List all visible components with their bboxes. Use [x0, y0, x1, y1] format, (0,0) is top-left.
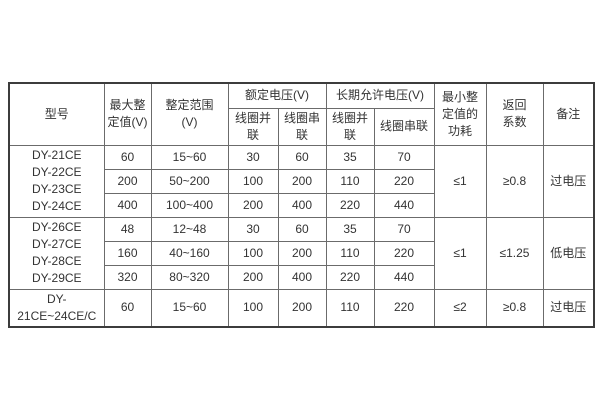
value-cell: 220: [373, 240, 435, 266]
subheader-rated-coil-series: 线圈串联: [277, 107, 327, 146]
table-header: 型号 最大整 定值(V) 整定范围 (V) 额定电压(V) 长期允许电压(V) …: [8, 82, 595, 146]
value-cell: 70: [373, 216, 435, 242]
value-cell: 60: [277, 144, 327, 170]
value-cell: 48: [103, 216, 152, 242]
value-cell: 200: [277, 288, 327, 327]
value-cell: 60: [103, 288, 152, 327]
value-cell: 40~160: [150, 240, 229, 266]
value-cell: 50~200: [150, 168, 229, 194]
table-row: 160 40~160 100 200 110 220: [9, 240, 594, 266]
value-cell: 110: [325, 168, 375, 194]
return-coeff-cell-group2: ≤1.25: [485, 216, 544, 290]
table-row: DY-26CE DY-27CE DY-28CE DY-29CE 48 12~48…: [8, 216, 595, 290]
power-cell-group3: ≤2: [433, 288, 487, 327]
value-cell: 35: [325, 216, 375, 242]
relay-spec-table: 型号 最大整 定值(V) 整定范围 (V) 额定电压(V) 长期允许电压(V) …: [8, 82, 595, 328]
subheader-longterm-coil-series: 线圈串联: [373, 107, 435, 146]
value-cell: 320: [103, 264, 152, 290]
relay-spec-table-container: 型号 最大整 定值(V) 整定范围 (V) 额定电压(V) 长期允许电压(V) …: [8, 82, 595, 328]
value-cell: 220: [325, 264, 375, 290]
header-model: 型号: [8, 82, 105, 146]
value-cell: 440: [373, 192, 435, 218]
table-row: DY-21CE~24CE/C 60 15~60 100 200 110 220 …: [8, 288, 595, 327]
table-row: 200 50~200 100 200 110 220: [9, 168, 594, 194]
value-cell: 440: [373, 264, 435, 290]
value-cell: 100: [227, 288, 279, 327]
remark-cell-group1: 过电压: [542, 144, 595, 218]
table-row: 320 80~320 200 400 220 440: [9, 264, 594, 290]
power-cell-group1: ≤1: [433, 144, 487, 218]
return-coeff-cell-group3: ≥0.8: [485, 288, 544, 327]
header-setting-range: 整定范围 (V): [150, 82, 229, 146]
header-remark: 备注: [542, 82, 595, 146]
table-body: DY-21CE DY-22CE DY-23CE DY-24CE 60 15~60…: [8, 144, 595, 327]
value-cell: 80~320: [150, 264, 229, 290]
model-cell-group1: DY-21CE DY-22CE DY-23CE DY-24CE: [8, 144, 105, 218]
value-cell: 70: [373, 144, 435, 170]
value-cell: 160: [103, 240, 152, 266]
header-rated-voltage: 额定电压(V): [227, 82, 327, 109]
value-cell: 400: [103, 192, 152, 218]
model-cell-group3: DY-21CE~24CE/C: [8, 288, 105, 327]
value-cell: 30: [227, 144, 279, 170]
value-cell: 100~400: [150, 192, 229, 218]
value-cell: 200: [103, 168, 152, 194]
value-cell: 200: [277, 168, 327, 194]
value-cell: 200: [277, 240, 327, 266]
value-cell: 30: [227, 216, 279, 242]
remark-cell-group2: 低电压: [542, 216, 595, 290]
value-cell: 220: [325, 192, 375, 218]
value-cell: 400: [277, 192, 327, 218]
value-cell: 200: [227, 264, 279, 290]
subheader-rated-coil-parallel: 线圈并联: [227, 107, 279, 146]
value-cell: 110: [325, 240, 375, 266]
value-cell: 15~60: [150, 288, 229, 327]
value-cell: 100: [227, 168, 279, 194]
value-cell: 110: [325, 288, 375, 327]
value-cell: 220: [373, 168, 435, 194]
remark-cell-group3: 过电压: [542, 288, 595, 327]
power-cell-group2: ≤1: [433, 216, 487, 290]
table-row: 400 100~400 200 400 220 440: [9, 192, 594, 218]
model-cell-group2: DY-26CE DY-27CE DY-28CE DY-29CE: [8, 216, 105, 290]
value-cell: 400: [277, 264, 327, 290]
value-cell: 220: [373, 288, 435, 327]
value-cell: 60: [277, 216, 327, 242]
subheader-longterm-coil-parallel: 线圈并联: [325, 107, 375, 146]
header-longterm-voltage: 长期允许电压(V): [325, 82, 435, 109]
value-cell: 100: [227, 240, 279, 266]
value-cell: 200: [227, 192, 279, 218]
value-cell: 35: [325, 144, 375, 170]
table-row: DY-21CE DY-22CE DY-23CE DY-24CE 60 15~60…: [8, 144, 595, 218]
value-cell: 12~48: [150, 216, 229, 242]
value-cell: 15~60: [150, 144, 229, 170]
value-cell: 60: [103, 144, 152, 170]
header-max-setting: 最大整 定值(V): [103, 82, 152, 146]
header-return-coeff: 返回 系数: [485, 82, 544, 146]
return-coeff-cell-group1: ≥0.8: [485, 144, 544, 218]
header-min-power: 最小整 定值的 功耗: [433, 82, 487, 146]
